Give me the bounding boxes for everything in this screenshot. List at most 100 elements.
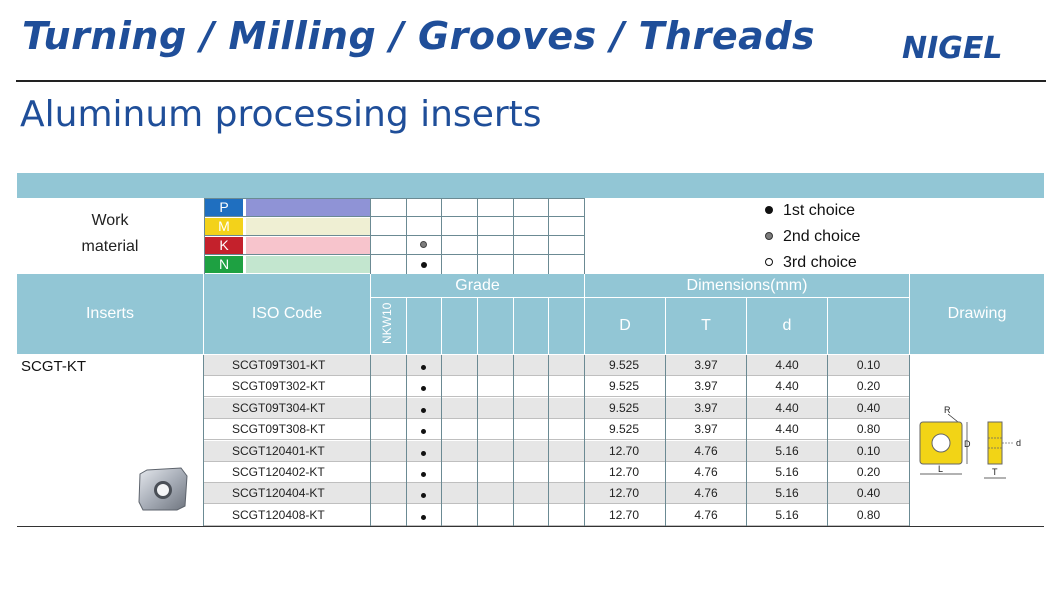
first-choice-dot (421, 407, 426, 413)
iso-code-cell: SCGT120404-KT (232, 486, 325, 501)
dim-r-cell: 0.80 (856, 507, 881, 522)
second-choice-dot-icon (765, 231, 773, 240)
nigel-logo: NIGEL (902, 31, 1003, 64)
drawing-label-r: R (944, 405, 951, 415)
dim-D-cell: 9.525 (609, 422, 640, 437)
grid-line (827, 355, 828, 526)
row-separator (204, 503, 910, 505)
header-drawing: Drawing (910, 274, 1044, 354)
grid-line (204, 216, 584, 217)
dim-D-cell: 12.70 (609, 465, 640, 479)
grid-line (406, 198, 407, 274)
dim-r-cell: 0.80 (856, 422, 881, 437)
iso-code-cell: SCGT120401-KT (232, 443, 325, 458)
row-separator (204, 417, 910, 419)
third-choice-circle-icon (765, 257, 773, 266)
material-k-bar (246, 237, 370, 254)
grade-empty-cell (407, 298, 441, 354)
table-row: SCGT09T304-KT 9.525 3.97 4.40 0.40 (204, 397, 910, 419)
dim-d-cell: 4.40 (775, 400, 799, 415)
dim-d-cell: 5.16 (775, 443, 799, 458)
material-m-box: M (205, 218, 243, 235)
header-divider (16, 80, 1046, 82)
dim-header-d: d (747, 298, 827, 354)
dim-d-cell: 4.40 (775, 422, 799, 437)
table-row: SCGT09T301-KT 9.525 3.97 4.40 0.10 (204, 355, 910, 376)
table-row: SCGT09T302-KT 9.525 3.97 4.40 0.20 (204, 376, 910, 398)
iso-code-cell: SCGT09T308-KT (232, 422, 326, 437)
iso-code-cell: SCGT120402-KT (232, 465, 325, 479)
brand-text: NIGEL (902, 31, 1003, 64)
insert-technical-drawing: R D L d T (919, 405, 1021, 479)
grade-empty-cell (442, 298, 477, 354)
grid-line (513, 198, 514, 274)
grid-line (548, 355, 549, 526)
iso-code-cell: SCGT09T301-KT (232, 358, 326, 372)
table-bottom-rule (17, 526, 1044, 527)
dim-D-cell: 9.525 (609, 379, 640, 394)
series-label: SCGT-KT (21, 358, 87, 375)
first-choice-dot-icon (765, 205, 773, 214)
grid-line (204, 198, 584, 199)
first-choice-dot (421, 514, 426, 520)
dim-r-cell: 0.20 (856, 465, 881, 479)
row-separator (204, 439, 910, 441)
material-n-bar (246, 256, 370, 273)
first-choice-dot (421, 365, 426, 370)
grid-line (909, 355, 910, 526)
dim-T-cell: 4.76 (694, 507, 718, 522)
page-header-title: Turning / Milling / Grooves / Threads (22, 14, 816, 58)
dim-r-cell: 0.10 (856, 443, 881, 458)
material-p-bar (246, 199, 370, 216)
table-top-band (17, 173, 1044, 198)
legend-second-choice: 2nd choice (765, 228, 860, 246)
first-choice-dot (421, 429, 426, 435)
grid-line (477, 355, 478, 526)
grid-line (370, 355, 371, 526)
dim-r-cell: 0.20 (856, 379, 881, 394)
grid-line (441, 355, 442, 526)
header-iso-code: ISO Code (204, 274, 370, 354)
dim-T-cell: 4.76 (694, 486, 718, 501)
dim-D-cell: 9.525 (609, 358, 640, 372)
dim-T-cell: 3.97 (694, 379, 718, 394)
material-k-box: K (205, 237, 243, 254)
grid-line (406, 355, 407, 526)
grade-empty-cell (514, 298, 548, 354)
header-dimensions: Dimensions(mm) (585, 274, 909, 297)
dim-header-r (828, 298, 909, 354)
grid-line (665, 355, 666, 526)
dim-T-cell: 3.97 (694, 400, 718, 415)
dim-D-cell: 12.70 (609, 507, 640, 522)
dim-d-cell: 4.40 (775, 379, 799, 394)
iso-code-cell: SCGT09T302-KT (232, 379, 326, 394)
grade-empty-cell (478, 298, 513, 354)
grid-line (584, 198, 585, 274)
drawing-label-T: T (992, 467, 998, 477)
table-row: SCGT09T308-KT 9.525 3.97 4.40 0.80 (204, 419, 910, 441)
first-choice-dot (421, 450, 426, 456)
dim-r-cell: 0.10 (856, 358, 881, 372)
dim-d-cell: 4.40 (775, 358, 799, 372)
dim-D-cell: 12.70 (609, 443, 640, 458)
drawing-label-D: D (964, 439, 971, 449)
dim-header-D: D (585, 298, 665, 354)
grade-nkw10-cell: NKW10 (371, 298, 406, 354)
grid-line (513, 355, 514, 526)
first-choice-dot-n (421, 262, 427, 268)
table-row: SCGT120402-KT 12.70 4.76 5.16 0.20 (204, 462, 910, 483)
grid-line (746, 355, 747, 526)
second-choice-dot-k (420, 241, 427, 248)
dim-T-cell: 4.76 (694, 465, 718, 479)
dim-T-cell: 4.76 (694, 443, 718, 458)
grid-line (548, 198, 549, 274)
legend-first-choice: 1st choice (765, 202, 855, 220)
insert-photo (138, 467, 188, 511)
work-material-label-line1: Work (91, 212, 129, 229)
grade-nkw10-label: NKW10 (380, 302, 394, 344)
iso-code-cell: SCGT09T304-KT (232, 400, 326, 415)
grid-line (584, 355, 585, 526)
row-separator (204, 482, 910, 483)
dim-D-cell: 12.70 (609, 486, 640, 501)
grid-line (477, 198, 478, 274)
